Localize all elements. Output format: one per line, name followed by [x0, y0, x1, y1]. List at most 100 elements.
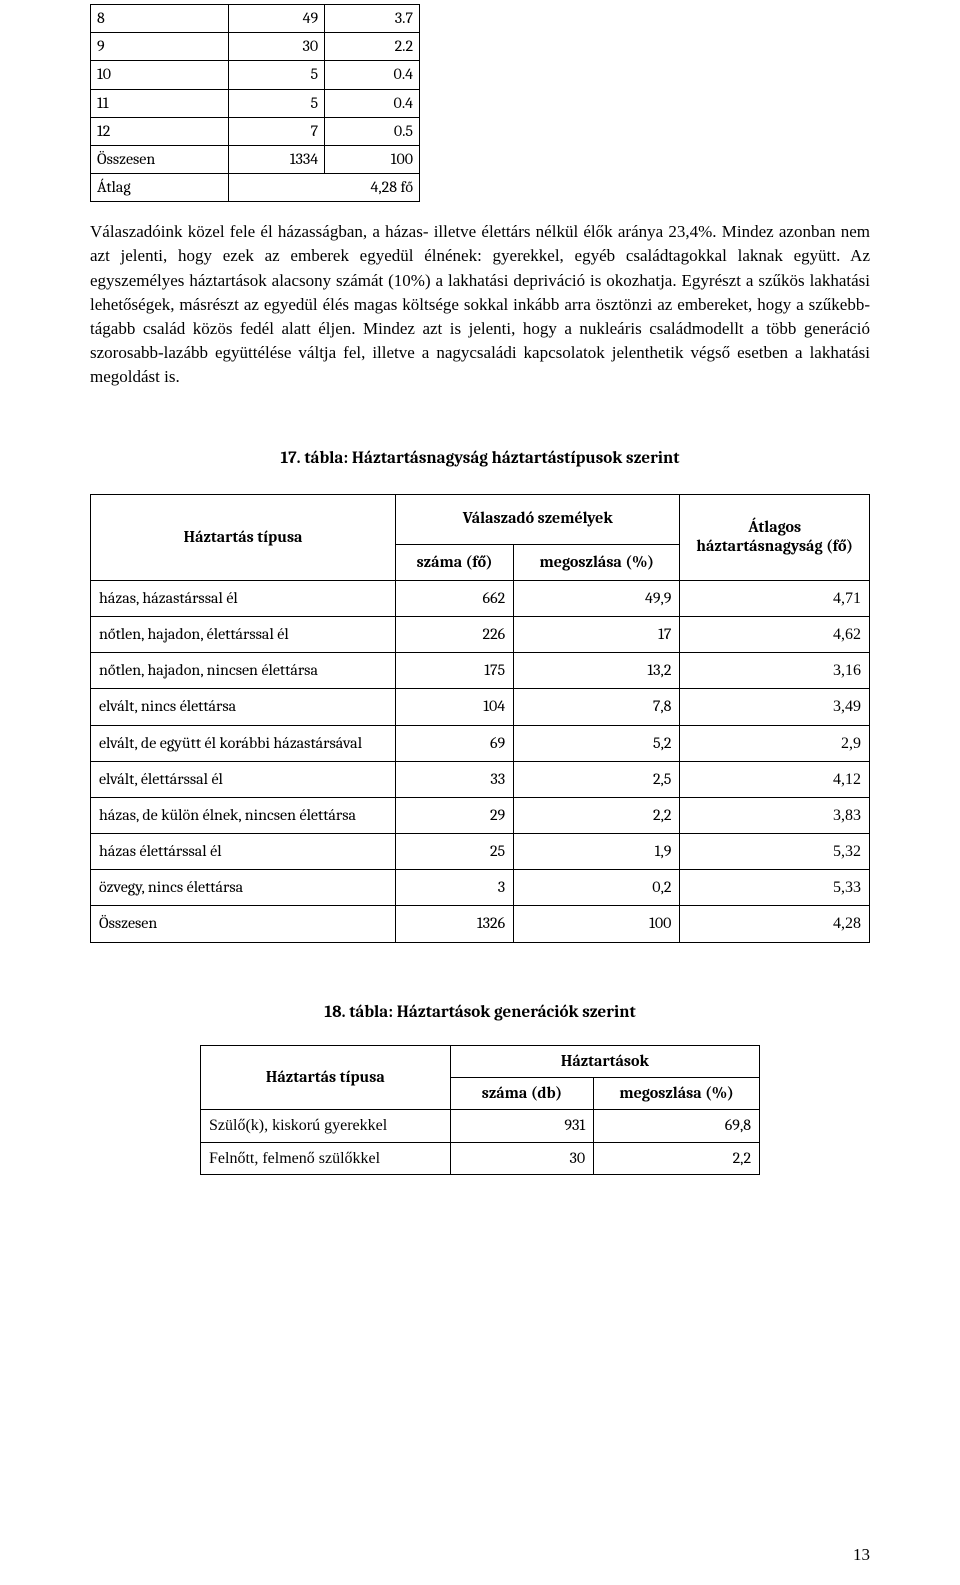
cell: 10: [91, 61, 229, 89]
cell: 17: [514, 616, 680, 652]
cell: 2.2: [325, 33, 420, 61]
cell: Átlag: [91, 174, 229, 202]
cell: 4,28: [680, 906, 870, 942]
cell: házas, házastárssal él: [91, 580, 396, 616]
cell: 3.7: [325, 5, 420, 33]
cell: 226: [396, 616, 514, 652]
table-row: elvált, élettárssal él332,54,12: [91, 761, 870, 797]
table2-head-count: száma (fő): [396, 544, 514, 580]
table-row-avg: Átlag4,28 fő: [91, 174, 420, 202]
cell: Felnőtt, felmenő szülőkkel: [201, 1142, 451, 1174]
table3-head-count: száma (db): [450, 1078, 593, 1110]
table2-head-group: Válaszadó személyek: [396, 494, 680, 544]
cell: 0.4: [325, 89, 420, 117]
cell: 100: [325, 145, 420, 173]
table-row: 1150.4: [91, 89, 420, 117]
cell: 69: [396, 725, 514, 761]
cell: 5: [229, 89, 325, 117]
cell: 2,9: [680, 725, 870, 761]
small-frequency-table: 8493.79302.21050.41150.41270.5Összesen13…: [90, 4, 420, 202]
cell: 2,5: [514, 761, 680, 797]
cell: Összesen: [91, 145, 229, 173]
cell: 11: [91, 89, 229, 117]
cell: Szülő(k), kiskorú gyerekkel: [201, 1110, 451, 1142]
household-type-table: Háztartás típusa Válaszadó személyek Átl…: [90, 494, 870, 943]
cell: 0,2: [514, 870, 680, 906]
cell: 1334: [229, 145, 325, 173]
cell: 3,49: [680, 689, 870, 725]
cell: 4,28 fő: [229, 174, 420, 202]
table2-head-type: Háztartás típusa: [91, 494, 396, 580]
cell: 3,83: [680, 797, 870, 833]
cell: 12: [91, 117, 229, 145]
cell: 25: [396, 834, 514, 870]
table3-head-group: Háztartások: [450, 1046, 759, 1078]
cell: 7,8: [514, 689, 680, 725]
cell: 2,2: [594, 1142, 760, 1174]
cell: 2,2: [514, 797, 680, 833]
cell: 5: [229, 61, 325, 89]
table-row: elvált, de együtt él korábbi házastársáv…: [91, 725, 870, 761]
cell: 5,33: [680, 870, 870, 906]
cell: házas élettárssal él: [91, 834, 396, 870]
cell: 100: [514, 906, 680, 942]
table-row: elvált, nincs élettársa1047,83,49: [91, 689, 870, 725]
table2-head-pct: megoszlása (%): [514, 544, 680, 580]
table-row: özvegy, nincs élettársa30,25,33: [91, 870, 870, 906]
cell: 4,62: [680, 616, 870, 652]
table3-head-type: Háztartás típusa: [201, 1046, 451, 1110]
cell: 5,32: [680, 834, 870, 870]
cell: 0.4: [325, 61, 420, 89]
cell: 30: [229, 33, 325, 61]
cell: 3: [396, 870, 514, 906]
table-row-total: Összesen1334100: [91, 145, 420, 173]
cell: 49,9: [514, 580, 680, 616]
cell: 5,2: [514, 725, 680, 761]
page-number: 13: [853, 1545, 870, 1565]
cell: 8: [91, 5, 229, 33]
table-row: Felnőtt, felmenő szülőkkel302,2: [201, 1142, 760, 1174]
cell: elvált, de együtt él korábbi házastársáv…: [91, 725, 396, 761]
cell: 104: [396, 689, 514, 725]
table2-caption: 17. tábla: Háztartásnagyság háztartástíp…: [90, 449, 870, 469]
table-row: nőtlen, hajadon, élettárssal él226174,62: [91, 616, 870, 652]
table-row: nőtlen, hajadon, nincsen élettársa17513,…: [91, 653, 870, 689]
body-paragraph: Válaszadóink közel fele él házasságban, …: [90, 220, 870, 389]
cell: 931: [450, 1110, 593, 1142]
cell: 7: [229, 117, 325, 145]
cell: nőtlen, hajadon, nincsen élettársa: [91, 653, 396, 689]
table-row: Szülő(k), kiskorú gyerekkel93169,8: [201, 1110, 760, 1142]
cell: 0.5: [325, 117, 420, 145]
table-row: 9302.2: [91, 33, 420, 61]
cell: nőtlen, hajadon, élettárssal él: [91, 616, 396, 652]
table-row: 8493.7: [91, 5, 420, 33]
cell: elvált, élettárssal él: [91, 761, 396, 797]
cell: 69,8: [594, 1110, 760, 1142]
cell: Összesen: [91, 906, 396, 942]
cell: 1,9: [514, 834, 680, 870]
table-row: házas, házastárssal él66249,94,71: [91, 580, 870, 616]
cell: 3,16: [680, 653, 870, 689]
cell: 1326: [396, 906, 514, 942]
cell: 30: [450, 1142, 593, 1174]
table3-caption: 18. tábla: Háztartások generációk szerin…: [90, 1003, 870, 1023]
cell: 4,71: [680, 580, 870, 616]
cell: 175: [396, 653, 514, 689]
table-row: Összesen13261004,28: [91, 906, 870, 942]
cell: 29: [396, 797, 514, 833]
table-row: 1050.4: [91, 61, 420, 89]
cell: házas, de külön élnek, nincsen élettársa: [91, 797, 396, 833]
table3-head-pct: megoszlása (%): [594, 1078, 760, 1110]
cell: 33: [396, 761, 514, 797]
table-row: házas, de külön élnek, nincsen élettársa…: [91, 797, 870, 833]
table2-head-avg: Átlagos háztartásnagyság (fő): [680, 494, 870, 580]
cell: 9: [91, 33, 229, 61]
cell: 13,2: [514, 653, 680, 689]
generations-table: Háztartás típusa Háztartások száma (db) …: [200, 1045, 760, 1175]
cell: 4,12: [680, 761, 870, 797]
cell: özvegy, nincs élettársa: [91, 870, 396, 906]
table-row: 1270.5: [91, 117, 420, 145]
table-row: házas élettárssal él251,95,32: [91, 834, 870, 870]
cell: 662: [396, 580, 514, 616]
cell: 49: [229, 5, 325, 33]
